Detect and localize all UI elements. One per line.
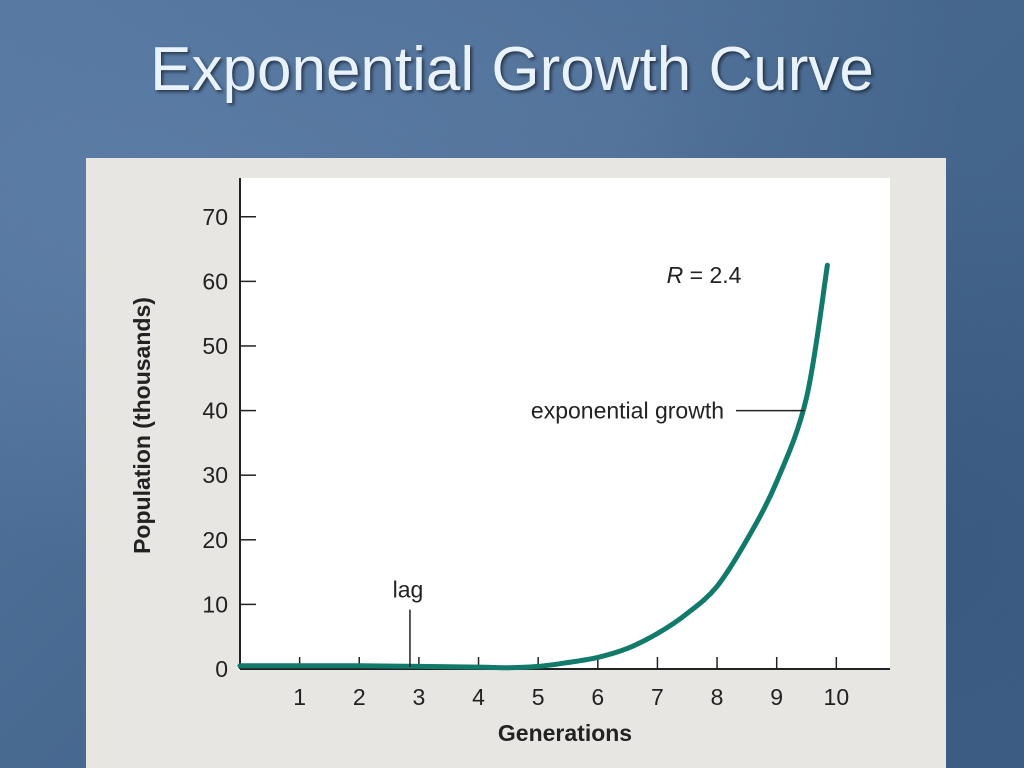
- x-tick-label: 5: [532, 684, 545, 710]
- growth-rate-label: R = 2.4: [667, 262, 742, 288]
- lag-label: lag: [393, 577, 424, 603]
- slide-title: Exponential Growth Curve: [150, 35, 874, 104]
- y-tick-label: 10: [202, 591, 228, 617]
- y-tick-label: 60: [202, 268, 228, 294]
- x-tick-label: 9: [770, 684, 783, 710]
- growth-rate-value: = 2.4: [683, 262, 741, 288]
- annotations: lag exponential growth R = 2.4: [393, 262, 805, 667]
- x-tick-label: 3: [413, 684, 426, 710]
- x-tick-label: 8: [711, 684, 724, 710]
- x-tick-label: 7: [651, 684, 664, 710]
- plot-area: [240, 178, 890, 670]
- y-tick-label: 70: [202, 204, 228, 230]
- axes: [239, 178, 890, 670]
- x-tick-label: 1: [293, 684, 306, 710]
- y-tick-label: 20: [202, 527, 228, 553]
- x-tick-label: 4: [472, 684, 485, 710]
- y-tick-label: 30: [202, 462, 228, 488]
- x-axis-title: Generations: [498, 720, 632, 746]
- y-tick-label: 40: [202, 398, 228, 424]
- growth-curve-line: [237, 262, 830, 671]
- ticks: 0 10 20 30 40 50 60 70 1 2 3 4 5 6 7 8 9 10: [202, 204, 849, 710]
- x-tick-label: 6: [591, 684, 604, 710]
- y-axis-title: Population (thousands): [129, 297, 155, 554]
- x-tick-label: 10: [824, 684, 850, 710]
- exponential-growth-label: exponential growth: [531, 398, 724, 424]
- x-tick-label: 2: [353, 684, 366, 710]
- y-tick-label: 50: [202, 333, 228, 359]
- y-tick-label: 0: [215, 656, 228, 682]
- growth-rate-symbol: R: [667, 262, 684, 288]
